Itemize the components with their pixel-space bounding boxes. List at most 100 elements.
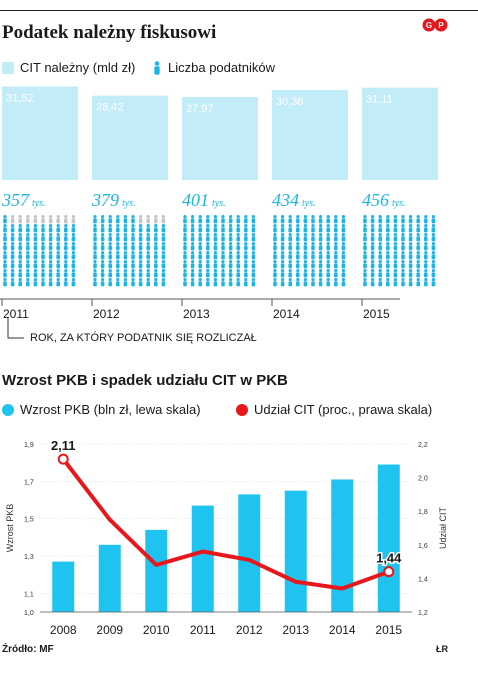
x-tick-label: 2013 <box>282 623 309 637</box>
person-icon <box>123 224 128 233</box>
person-icon <box>198 224 202 233</box>
person-icon <box>3 224 7 233</box>
person-icon <box>244 215 248 224</box>
person-icon <box>123 242 128 251</box>
person-icon <box>228 269 233 278</box>
person-icon <box>108 242 112 251</box>
person-icon <box>408 233 413 242</box>
person-icon <box>393 269 398 278</box>
y2-tick-label: 2,0 <box>418 476 428 483</box>
person-icon <box>221 251 225 260</box>
person-icon <box>18 260 22 269</box>
person-icon <box>236 233 240 242</box>
person-icon <box>64 260 68 269</box>
person-icon <box>131 269 135 278</box>
person-icon <box>146 215 150 224</box>
person-icon <box>93 269 97 278</box>
person-icon <box>100 251 105 260</box>
person-icon <box>311 215 315 224</box>
person-icon <box>288 242 292 251</box>
person-icon <box>108 215 112 224</box>
person-icon <box>198 269 202 278</box>
person-icon <box>401 224 405 233</box>
person-icon <box>393 233 398 242</box>
person-icon <box>363 260 367 269</box>
person-icon <box>116 278 120 287</box>
person-icon <box>108 233 112 242</box>
person-icon <box>424 269 428 278</box>
person-icon <box>213 233 218 242</box>
person-icon <box>311 251 315 260</box>
person-icon <box>213 215 218 224</box>
year-label: 2013 <box>183 307 210 321</box>
person-icon <box>64 233 68 242</box>
person-icon <box>431 224 436 233</box>
person-icon <box>71 251 76 260</box>
cit-bar <box>92 95 168 180</box>
y2-tick-label: 1,4 <box>418 576 428 583</box>
person-icon <box>393 242 398 251</box>
legend-dot-cit-share <box>236 403 248 416</box>
person-icon <box>146 251 150 260</box>
person-icon <box>154 251 158 260</box>
person-icon <box>71 269 76 278</box>
person-icon <box>71 215 76 224</box>
person-icon <box>48 251 53 260</box>
person-icon <box>108 260 112 269</box>
person-icon <box>288 215 292 224</box>
cit-bar <box>272 89 348 180</box>
person-icon <box>93 242 97 251</box>
person-icon <box>431 215 436 224</box>
person-icon <box>10 260 15 269</box>
person-icon <box>64 278 68 287</box>
person-icon <box>190 233 195 242</box>
person-icon <box>416 269 420 278</box>
person-icon <box>363 215 367 224</box>
person-icon <box>183 215 187 224</box>
taxpayer-count-unit: tys. <box>122 198 136 209</box>
gdp-bar <box>98 544 121 612</box>
person-icon <box>116 215 120 224</box>
person-icon <box>273 260 277 269</box>
person-icon <box>236 215 240 224</box>
person-icon <box>131 224 135 233</box>
person-icon <box>116 269 120 278</box>
person-icon <box>288 269 292 278</box>
person-icon <box>183 278 187 287</box>
person-icon <box>334 224 338 233</box>
person-icon <box>138 251 143 260</box>
person-icon <box>386 215 390 224</box>
person-icon <box>378 260 382 269</box>
person-icon <box>198 260 202 269</box>
person-icon <box>56 269 60 278</box>
person-icon <box>100 260 105 269</box>
person-icon <box>123 251 128 260</box>
person-icon <box>206 278 210 287</box>
person-icon <box>18 242 22 251</box>
person-icon <box>236 260 240 269</box>
person-icon <box>18 215 22 224</box>
x-tick-label: 2012 <box>236 623 263 637</box>
person-icon <box>288 251 292 260</box>
person-icon <box>401 260 405 269</box>
person-icon <box>41 242 45 251</box>
y2-tick-label: 1,2 <box>418 610 428 617</box>
axis-note: ROK, ZA KTÓRY PODATNIK SIĘ ROZLICZAŁ <box>30 332 257 344</box>
person-icon <box>228 233 233 242</box>
person-icon <box>131 242 135 251</box>
person-icon <box>64 242 68 251</box>
person-icon <box>26 242 30 251</box>
person-icon <box>206 233 210 242</box>
person-icon <box>244 260 248 269</box>
person-icon <box>318 251 323 260</box>
legend-label-taxpayers: Liczba podatników <box>168 60 275 75</box>
person-icon <box>386 269 390 278</box>
person-icon <box>10 251 15 260</box>
person-icon <box>408 215 413 224</box>
person-icon <box>251 278 256 287</box>
person-icon <box>221 242 225 251</box>
person-icon <box>206 260 210 269</box>
person-icon <box>26 278 30 287</box>
person-icon <box>416 251 420 260</box>
person-icon <box>401 215 405 224</box>
